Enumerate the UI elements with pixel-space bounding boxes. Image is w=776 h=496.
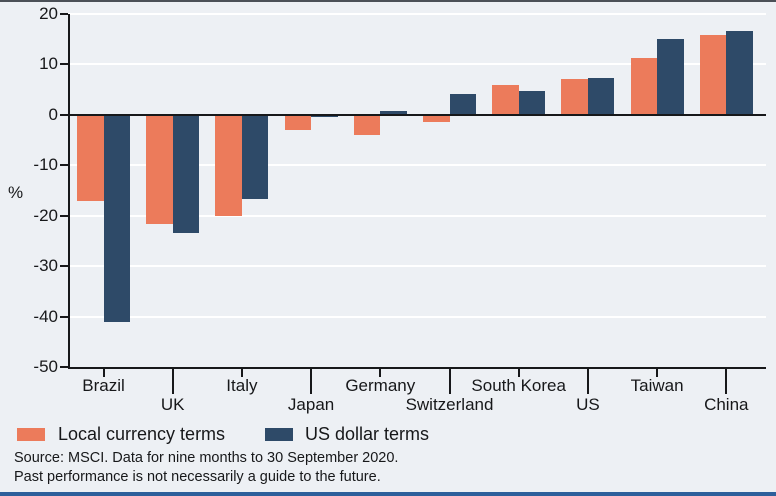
y-axis-label: 20 — [39, 4, 58, 23]
x-axis-tick — [102, 367, 105, 377]
x-axis-label: UK — [160, 395, 185, 414]
x-axis-tick — [171, 367, 174, 394]
legend-swatch-us-dollar — [265, 428, 293, 441]
x-axis-label: Taiwan — [630, 376, 684, 395]
zero-line — [68, 113, 766, 116]
legend-label-us-dollar: US dollar terms — [305, 424, 430, 444]
y-axis-title: % — [8, 183, 24, 202]
bar-switzerland-local — [423, 114, 450, 123]
bar-south-korea-local — [492, 85, 519, 115]
bar-china-local — [699, 35, 727, 115]
x-axis-tick — [310, 367, 313, 394]
x-axis-label: South Korea — [471, 376, 566, 395]
source-note: Source: MSCI. Data for nine months to 30… — [14, 449, 398, 487]
legend: Local currency terms US dollar terms — [0, 423, 776, 445]
bar-taiwan-local — [630, 58, 658, 115]
x-axis-label: Japan — [287, 395, 335, 414]
x-axis-tick — [586, 367, 589, 394]
y-axis-label: 0 — [48, 104, 58, 124]
x-axis-label: Germany — [345, 376, 416, 395]
y-axis-line — [68, 14, 70, 367]
y-axis-label: -20 — [33, 205, 58, 225]
y-axis-tick — [60, 214, 68, 217]
x-axis-tick — [379, 367, 382, 377]
y-axis-tick — [60, 13, 68, 15]
bar-uk-local — [146, 114, 173, 224]
gridline — [68, 214, 766, 217]
y-axis-tick — [60, 164, 68, 167]
x-axis-line — [68, 367, 766, 369]
bar-china-usd — [726, 31, 753, 115]
bar-japan-usd — [311, 114, 338, 118]
y-axis-label: -10 — [33, 155, 58, 175]
gridline — [68, 164, 766, 167]
bar-italy-usd — [241, 114, 269, 200]
x-axis-label: Brazil — [82, 376, 125, 395]
x-axis-label: Switzerland — [405, 395, 494, 414]
bar-us-usd — [587, 78, 615, 115]
bar-uk-usd — [172, 114, 200, 234]
y-axis-tick — [60, 265, 68, 268]
x-axis-label: Italy — [226, 376, 258, 395]
y-axis-tick — [60, 315, 68, 318]
bar-switzerland-usd — [449, 93, 476, 115]
legend-swatch-local-currency — [17, 428, 45, 441]
legend-label-local-currency: Local currency terms — [58, 424, 226, 444]
gridline — [68, 265, 766, 268]
x-axis-tick — [517, 367, 520, 377]
x-axis-tick — [240, 367, 243, 377]
x-axis-tick — [725, 367, 728, 394]
bar-italy-local — [215, 114, 242, 217]
bar-us-local — [561, 79, 588, 115]
y-axis-tick — [60, 366, 68, 368]
x-axis-tick — [448, 367, 451, 394]
y-axis-label: -40 — [33, 306, 58, 326]
bar-brazil-local — [77, 114, 104, 202]
x-axis-label: US — [576, 395, 600, 414]
y-axis-label: -50 — [33, 357, 58, 376]
disclaimer-line: Past performance is not necessarily a gu… — [14, 469, 381, 485]
bottom-accent-bar — [0, 492, 776, 496]
bar-germany-local — [353, 114, 381, 135]
bar-germany-usd — [380, 111, 407, 115]
top-border — [0, 0, 776, 2]
x-axis-tick — [656, 367, 659, 377]
x-axis-label: China — [704, 395, 749, 414]
y-axis-label: 10 — [39, 54, 58, 74]
bar-south-korea-usd — [518, 91, 546, 115]
gridline — [68, 315, 766, 318]
bar-japan-local — [284, 114, 312, 131]
bar-chart: % 20 10 0 -10 -20 -30 -40 -50 Brazil UK Italy Japan… — [8, 4, 766, 414]
source-line: Source: MSCI. Data for nine months to 30… — [14, 450, 399, 466]
y-axis-label: -30 — [33, 256, 58, 276]
bar-taiwan-usd — [657, 38, 684, 115]
bar-brazil-usd — [103, 114, 130, 322]
y-axis-tick — [60, 113, 68, 116]
gridline — [68, 63, 766, 66]
gridline — [68, 13, 766, 15]
y-axis-tick — [60, 63, 68, 66]
